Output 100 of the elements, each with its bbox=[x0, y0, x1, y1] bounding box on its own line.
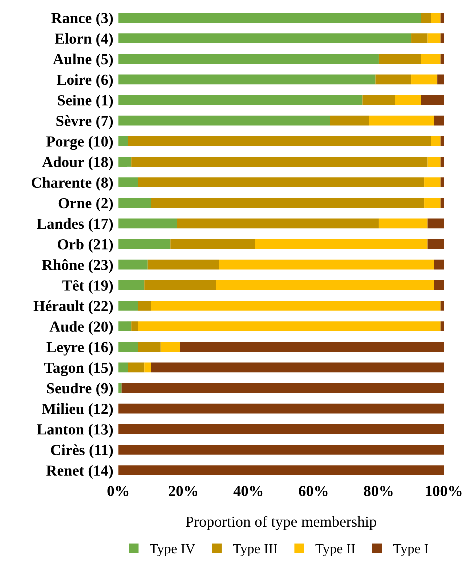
bar bbox=[170, 239, 256, 250]
bar bbox=[330, 116, 370, 126]
bar bbox=[138, 178, 425, 188]
bar bbox=[118, 280, 145, 290]
bar bbox=[118, 301, 138, 311]
bar bbox=[118, 322, 132, 332]
bar bbox=[118, 178, 138, 188]
bar bbox=[118, 34, 412, 44]
bar bbox=[118, 362, 128, 373]
bar bbox=[132, 157, 428, 167]
y-tick-label: Aulne (5) bbox=[53, 54, 114, 68]
x-tick-label: 80% bbox=[364, 486, 393, 496]
y-tick-label: Tagon (15) bbox=[44, 362, 114, 376]
y-tick-label: Hérault (22) bbox=[34, 300, 114, 315]
bar bbox=[440, 34, 444, 44]
y-tick-label: Lanton (13) bbox=[37, 424, 114, 438]
bar bbox=[378, 54, 422, 64]
y-tick-label: Sèvre (7) bbox=[56, 116, 114, 130]
bar bbox=[431, 13, 441, 23]
y-tick-label: Seudre (9) bbox=[47, 382, 114, 397]
bar bbox=[434, 116, 444, 126]
bar bbox=[438, 74, 444, 85]
bar bbox=[376, 74, 412, 85]
y-tick-label: Aude (20) bbox=[50, 321, 114, 336]
bar bbox=[128, 362, 145, 373]
y-tick-label: Adour (18) bbox=[42, 156, 114, 171]
y-tick-label: Orne (2) bbox=[58, 198, 114, 212]
y-tick-label: Cirès (11) bbox=[51, 444, 114, 459]
bar bbox=[118, 404, 444, 414]
bar bbox=[118, 260, 148, 270]
bar bbox=[138, 301, 152, 311]
bar bbox=[180, 342, 444, 352]
bar bbox=[440, 198, 444, 208]
bar bbox=[440, 301, 444, 311]
y-tick-label: Loire (6) bbox=[56, 74, 114, 88]
x-tick-label: 20% bbox=[169, 486, 198, 496]
bar bbox=[132, 322, 138, 332]
legend-label: Type III bbox=[233, 544, 278, 556]
bar bbox=[128, 136, 432, 146]
x-axis-title: Proportion of type membership bbox=[186, 516, 376, 530]
bar bbox=[118, 424, 444, 434]
y-tick-label: Têt (19) bbox=[62, 280, 114, 294]
bar bbox=[428, 34, 441, 44]
x-tick-label: 40% bbox=[234, 486, 263, 496]
bar bbox=[118, 13, 422, 23]
bar bbox=[118, 95, 363, 106]
bar bbox=[118, 445, 444, 455]
bar bbox=[255, 239, 428, 250]
bar bbox=[428, 239, 444, 250]
bar bbox=[421, 95, 444, 106]
bar bbox=[440, 322, 444, 332]
bar bbox=[138, 322, 441, 332]
bar bbox=[440, 178, 444, 188]
bar bbox=[148, 260, 220, 270]
bar bbox=[378, 218, 428, 229]
bar bbox=[118, 74, 376, 85]
bar bbox=[424, 178, 441, 188]
y-tick-label: Milieu (12) bbox=[42, 404, 114, 418]
x-tick-label: 100% bbox=[426, 486, 462, 496]
bar bbox=[118, 136, 128, 146]
bar bbox=[395, 95, 422, 106]
bar bbox=[424, 198, 441, 208]
bar bbox=[177, 218, 379, 229]
y-tick-label: Elorn (4) bbox=[54, 33, 114, 48]
y-tick-label: Orb (21) bbox=[58, 238, 114, 253]
bar bbox=[118, 466, 444, 476]
y-tick-label: Rhône (23) bbox=[42, 259, 114, 274]
bar bbox=[434, 260, 444, 270]
bar bbox=[362, 95, 396, 106]
bar bbox=[216, 280, 434, 290]
bar bbox=[219, 260, 434, 270]
bar bbox=[421, 13, 432, 23]
y-tick-label: Charente (8) bbox=[32, 177, 114, 192]
y-tick-label: Renet (14) bbox=[46, 465, 114, 480]
bar bbox=[118, 116, 330, 126]
x-tick-label: 0% bbox=[108, 486, 129, 496]
bar bbox=[118, 218, 178, 229]
legend-label: Type II bbox=[316, 544, 356, 556]
bar bbox=[144, 280, 216, 290]
bar bbox=[412, 34, 428, 44]
bar bbox=[428, 218, 444, 229]
bar bbox=[118, 198, 152, 208]
bar bbox=[118, 157, 132, 167]
bar bbox=[118, 342, 138, 352]
bar bbox=[440, 54, 444, 64]
legend-label: Type I bbox=[394, 544, 428, 556]
bar bbox=[421, 54, 441, 64]
y-tick-label: Porge (10) bbox=[46, 136, 114, 150]
bar bbox=[440, 13, 444, 23]
bar bbox=[369, 116, 434, 126]
bar bbox=[151, 198, 425, 208]
x-tick-label: 60% bbox=[299, 486, 328, 496]
bar bbox=[434, 280, 444, 290]
bar bbox=[118, 239, 171, 250]
bar bbox=[440, 157, 444, 167]
bar bbox=[122, 383, 444, 394]
y-tick-label: Landes (17) bbox=[37, 218, 114, 232]
bar bbox=[431, 136, 441, 146]
bar bbox=[151, 301, 441, 311]
y-tick-label: Leyre (16) bbox=[46, 342, 114, 356]
